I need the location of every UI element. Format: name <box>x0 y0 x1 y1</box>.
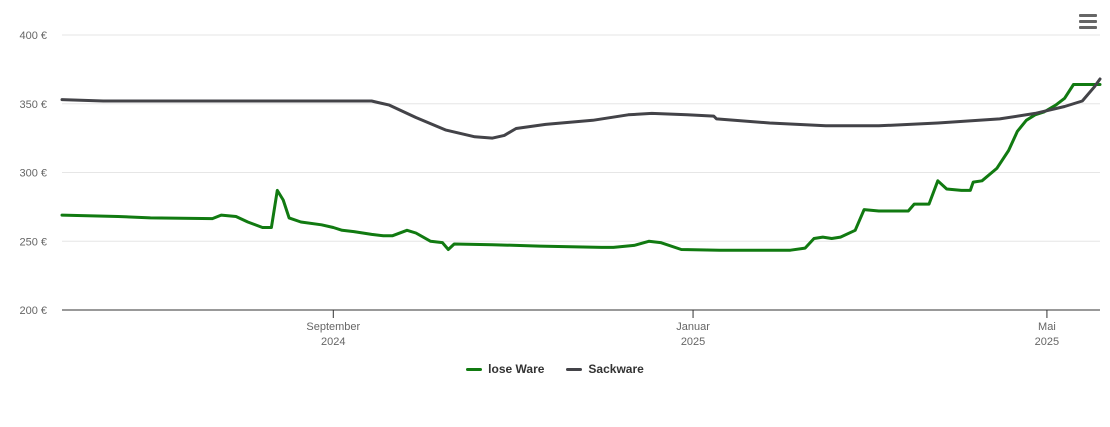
hamburger-menu-icon-bar <box>1079 20 1097 23</box>
y-axis: 200 € 250 € 300 € 350 € 400 € <box>19 30 47 317</box>
y-tick-label: 250 € <box>19 236 47 248</box>
y-tick-label: 300 € <box>19 168 47 180</box>
series-line-lose-ware[interactable] <box>60 83 1102 252</box>
legend-item-lose-ware[interactable]: lose Ware <box>466 362 544 376</box>
x-axis: September 2024 Januar 2025 Mai 2025 <box>62 309 1100 348</box>
y-tick-label: 200 € <box>19 305 47 317</box>
x-tick-label-year: 2025 <box>681 336 705 348</box>
x-tick-label-month: September <box>306 321 360 333</box>
legend-item-sackware[interactable]: Sackware <box>566 362 644 376</box>
legend-swatch <box>466 367 483 371</box>
legend-label: Sackware <box>588 362 644 376</box>
grid-lines <box>62 34 1100 242</box>
legend-label: lose Ware <box>488 362 545 376</box>
hamburger-menu-icon <box>1079 14 1097 17</box>
x-tick-label-year: 2025 <box>1035 336 1059 348</box>
x-tick-label-year: 2024 <box>321 336 345 348</box>
hamburger-menu-icon-bar <box>1079 26 1097 29</box>
chart-menu-button[interactable] <box>1076 12 1100 34</box>
x-tick-label-month: Januar <box>676 321 710 333</box>
chart-legend: lose Ware Sackware <box>0 362 1110 376</box>
y-tick-label: 350 € <box>19 99 47 111</box>
y-tick-label: 400 € <box>19 30 47 42</box>
x-tick-label-month: Mai <box>1038 321 1056 333</box>
legend-swatch <box>566 367 583 371</box>
series-line-sackware[interactable] <box>60 77 1102 140</box>
series-lines <box>60 77 1102 252</box>
